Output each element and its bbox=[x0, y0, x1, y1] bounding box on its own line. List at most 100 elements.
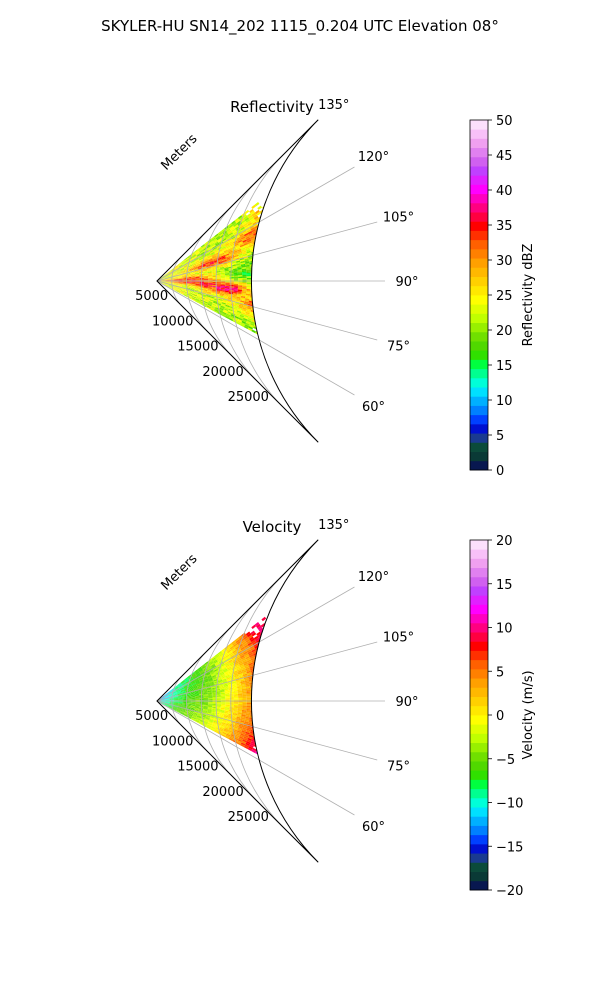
radar-gate bbox=[174, 281, 179, 283]
radar-gate bbox=[180, 267, 185, 271]
radar-gate bbox=[280, 293, 285, 297]
range-tick-label: 25000 bbox=[228, 810, 269, 825]
radar-gate bbox=[260, 305, 266, 308]
radar-gate bbox=[182, 284, 187, 286]
radar-gate bbox=[184, 257, 189, 261]
radar-gate bbox=[267, 266, 272, 270]
radar-gate bbox=[178, 281, 183, 283]
radar-gate bbox=[192, 263, 197, 266]
radar-gate bbox=[246, 702, 252, 705]
range-tick-label: 10000 bbox=[152, 734, 193, 749]
radar-gate bbox=[241, 310, 246, 314]
radar-gate bbox=[254, 667, 260, 672]
radar-gate bbox=[223, 294, 229, 297]
radar-gate bbox=[280, 630, 286, 635]
radar-gate bbox=[265, 648, 271, 653]
radar-gate bbox=[282, 725, 288, 729]
radar-gate bbox=[253, 299, 258, 303]
radar-gate bbox=[211, 271, 217, 274]
radar-gate bbox=[209, 728, 215, 732]
radar-gate bbox=[266, 640, 272, 645]
radar-gate bbox=[243, 642, 248, 647]
azimuth-gridline bbox=[156, 221, 378, 282]
radar-gate bbox=[182, 284, 187, 286]
radar-gate bbox=[186, 286, 191, 288]
radar-gate bbox=[207, 290, 212, 293]
radar-gate bbox=[245, 218, 251, 223]
radar-gate bbox=[259, 288, 264, 291]
radar-gate bbox=[271, 289, 277, 292]
radar-gate bbox=[286, 306, 292, 310]
radar-gate bbox=[183, 713, 188, 716]
radar-gate bbox=[212, 275, 217, 278]
radar-gate bbox=[203, 692, 208, 694]
radar-gate bbox=[284, 208, 290, 213]
radar-gate bbox=[215, 714, 220, 717]
radar-gate bbox=[194, 692, 199, 694]
radar-gate bbox=[222, 667, 227, 671]
radar-gate bbox=[246, 279, 252, 281]
radar-gate bbox=[287, 301, 293, 305]
radar-gate bbox=[206, 726, 211, 730]
radar-gate bbox=[276, 703, 281, 706]
radar-gate bbox=[227, 669, 233, 673]
radar-gate bbox=[186, 705, 191, 707]
radar-gate bbox=[203, 272, 208, 275]
radar-gate bbox=[276, 696, 281, 699]
radar-gate bbox=[216, 723, 221, 727]
radar-gate bbox=[208, 667, 213, 672]
radar-gate bbox=[199, 259, 204, 262]
radar-gate bbox=[240, 682, 246, 685]
radar-gate bbox=[239, 300, 245, 303]
radar-gate bbox=[233, 286, 239, 289]
radar-gate bbox=[183, 684, 188, 688]
radar-gate bbox=[219, 267, 225, 270]
radar-gate bbox=[221, 257, 227, 260]
radar-gate bbox=[290, 727, 296, 731]
radar-gate bbox=[226, 236, 232, 241]
radar-gate bbox=[199, 283, 204, 286]
radar-gate bbox=[268, 236, 274, 241]
radar-gate bbox=[223, 715, 229, 718]
radar-gate bbox=[203, 286, 208, 289]
radar-gate bbox=[216, 694, 221, 696]
radar-gate bbox=[168, 286, 173, 289]
radar-gate bbox=[248, 652, 254, 657]
radar-gate bbox=[207, 302, 213, 306]
radar-gate bbox=[283, 677, 288, 681]
radar-gate bbox=[271, 713, 277, 716]
radar-gate bbox=[264, 253, 270, 256]
radar-gate bbox=[222, 668, 228, 672]
radar-gate bbox=[265, 724, 270, 727]
radar-gate bbox=[267, 714, 272, 718]
radar-gate bbox=[178, 703, 183, 705]
radar-gate bbox=[218, 729, 223, 733]
radar-gate bbox=[258, 744, 264, 748]
radar-gate bbox=[185, 289, 190, 292]
radar-gate bbox=[219, 684, 224, 687]
radar-gate bbox=[220, 285, 226, 287]
radar-gate bbox=[174, 685, 179, 689]
radar-gate bbox=[199, 703, 204, 706]
radar-gate bbox=[266, 720, 271, 724]
radar-gate bbox=[275, 295, 281, 299]
radar-gate bbox=[297, 683, 302, 687]
radar-gate bbox=[289, 651, 295, 656]
radar-gate bbox=[266, 244, 272, 248]
radar-gate bbox=[273, 644, 279, 649]
radar-gate bbox=[310, 272, 316, 276]
radar-gate bbox=[165, 278, 170, 280]
radar-gate bbox=[186, 694, 191, 696]
radar-gate bbox=[244, 681, 250, 684]
radar-gate bbox=[168, 286, 173, 289]
radar-gate bbox=[285, 705, 290, 708]
radar-gate bbox=[235, 300, 240, 304]
radar-gate bbox=[271, 709, 277, 712]
radar-gate bbox=[174, 699, 179, 701]
radar-gate bbox=[273, 741, 279, 745]
radar-gate bbox=[191, 696, 196, 699]
radar-gate bbox=[234, 224, 239, 229]
radar-gate bbox=[242, 702, 247, 705]
radar-gate bbox=[195, 278, 200, 280]
radar-gate bbox=[190, 274, 196, 277]
